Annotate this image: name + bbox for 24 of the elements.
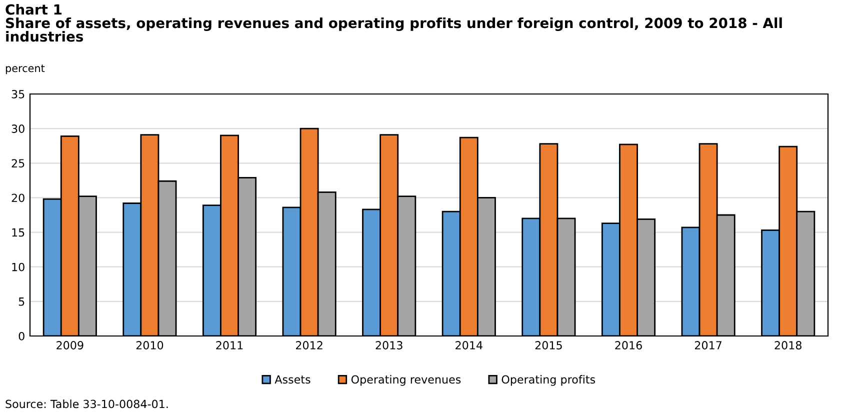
x-tick-label: 2010 — [136, 341, 164, 350]
chart-title: Chart 1 Share of assets, operating revenues and operating profits under foreign control, 2009 to 2018 - All industries — [6, 4, 782, 42]
x-tick-label: 2015 — [535, 341, 562, 350]
x-tick-label: 2011 — [216, 341, 243, 350]
x-tick-label: 2009 — [56, 341, 84, 350]
x-tick-label: 2017 — [694, 341, 722, 350]
y-tick-label: 30 — [12, 124, 24, 133]
source-note: Source: Table 33-10-0084-01. — [6, 400, 168, 408]
y-tick-label: 5 — [18, 298, 24, 306]
x-tick-label: 2014 — [456, 341, 482, 350]
x-tick-label: 2013 — [376, 341, 402, 350]
y-tick-label: 15 — [12, 228, 24, 237]
x-tick-label: 2018 — [774, 341, 802, 350]
y-tick-label: 10 — [12, 262, 24, 272]
x-tick-label: 2016 — [615, 341, 642, 350]
y-tick-label: 0 — [18, 332, 24, 340]
y-tick-label: 35 — [12, 90, 24, 98]
y-tick-label: 25 — [12, 159, 24, 168]
x-tick-label: 2012 — [296, 341, 322, 350]
legend-label: Operating profits — [502, 375, 596, 386]
y-tick-label: 20 — [12, 194, 24, 202]
legend-label: Operating revenues — [351, 375, 461, 386]
y-axis-title: percent — [6, 64, 45, 74]
legend-label: Assets — [274, 375, 310, 384]
